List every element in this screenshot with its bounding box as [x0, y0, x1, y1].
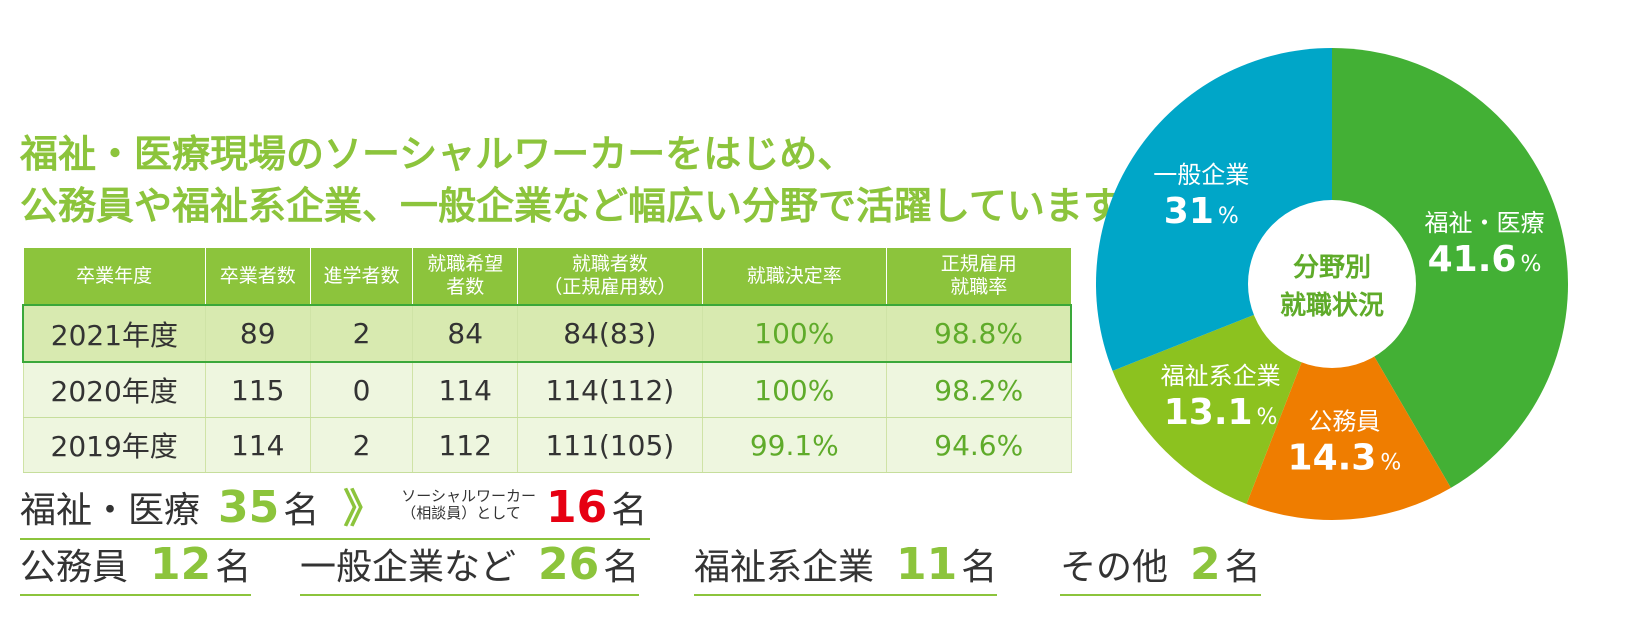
- summary-unit: 名: [961, 547, 998, 588]
- cell-year: 2019年度: [22, 417, 206, 473]
- pie-slice-name-0: 福祉・医療: [1425, 209, 1545, 237]
- cell-job-seekers: 114: [412, 362, 519, 418]
- cell-placement-rate: 100%: [701, 304, 888, 363]
- summary-label: 福祉・医療: [20, 490, 201, 531]
- cell-employed: 84(83): [517, 304, 703, 363]
- pie-slice-name-3: 一般企業: [1153, 161, 1249, 189]
- cell-employed: 111(105): [517, 417, 703, 473]
- headline-line-2: 公務員や福祉系企業、一般企業など幅広い分野で活躍しています。: [20, 184, 1156, 228]
- header-job-seekers: 就職希望 者数: [412, 248, 519, 305]
- table-header-row: 卒業年度 卒業者数 進学者数 就職希望 者数 就職者数 （正規雇用数） 就職決定…: [22, 248, 1072, 305]
- cell-year: 2021年度: [21, 304, 206, 363]
- summary-count: 26: [538, 539, 600, 590]
- summary-label: 福祉系企業: [694, 547, 875, 588]
- summary-count: 11: [896, 539, 958, 590]
- summary-sub-label: ソーシャルワーカー （相談員）として: [401, 487, 536, 522]
- header-employed: 就職者数 （正規雇用数）: [517, 248, 703, 305]
- summary-civil-servant: 公務員 12 名: [20, 538, 252, 596]
- pie-slice-name-1: 公務員: [1308, 408, 1380, 436]
- employment-table: 卒業年度 卒業者数 進学者数 就職希望 者数 就職者数 （正規雇用数） 就職決定…: [21, 248, 1073, 473]
- pie-slice-0: [1332, 48, 1569, 488]
- pie-slice-1: [1246, 284, 1451, 521]
- cell-graduates: 89: [204, 304, 311, 363]
- pie-slice-value-0: 41.6%: [1428, 239, 1542, 280]
- summary-unit: 名: [1224, 547, 1261, 588]
- summary-welfare-medical: 福祉・医療 35 名 》 ソーシャルワーカー （相談員）として 16 名: [20, 476, 650, 540]
- headline: 福祉・医療現場のソーシャルワーカーをはじめ、 公務員や福祉系企業、一般企業など幅…: [20, 128, 1155, 232]
- summary-count: 12: [150, 539, 212, 590]
- cell-further-study: 2: [309, 417, 414, 473]
- pie-center-label-2: 就職状況: [1280, 291, 1384, 321]
- summary-count: 35: [218, 482, 280, 533]
- cell-regular-rate: 98.2%: [886, 362, 1072, 418]
- summary-label: その他: [1060, 547, 1169, 588]
- summary-sub-unit: 名: [611, 490, 648, 531]
- header-placement-rate: 就職決定率: [701, 248, 888, 305]
- summary-other: その他 2 名: [1060, 538, 1261, 596]
- cell-further-study: 0: [309, 362, 414, 418]
- summary-general-company: 一般企業など 26 名: [300, 538, 640, 596]
- header-regular-rate: 正規雇用 就職率: [886, 248, 1072, 305]
- header-further-study: 進学者数: [309, 248, 414, 305]
- pie-center-hole: [1248, 200, 1416, 368]
- table-row: 2020年度 115 0 114 114(112) 100% 98.2%: [22, 362, 1072, 418]
- cell-graduates: 114: [204, 417, 311, 473]
- cell-regular-rate: 94.6%: [886, 417, 1072, 473]
- header-graduates: 卒業者数: [204, 248, 311, 305]
- cell-graduates: 115: [204, 362, 311, 418]
- table-row: 2019年度 114 2 112 111(105) 99.1% 94.6%: [22, 417, 1072, 473]
- cell-employed: 114(112): [517, 362, 703, 418]
- cell-placement-rate: 100%: [701, 362, 888, 418]
- cell-job-seekers: 84: [412, 304, 519, 363]
- double-chevron-right-icon: 》: [343, 486, 384, 532]
- cell-further-study: 2: [309, 304, 414, 363]
- summary-sub-count: 16: [545, 482, 608, 533]
- headline-line-1: 福祉・医療現場のソーシャルワーカーをはじめ、: [20, 132, 856, 176]
- summary-count: 2: [1190, 539, 1221, 590]
- summary-unit: 名: [215, 547, 252, 588]
- summary-unit: 名: [603, 547, 640, 588]
- summary-welfare-company: 福祉系企業 11 名: [694, 538, 998, 596]
- summary-label: 公務員: [20, 547, 129, 588]
- header-graduation-year: 卒業年度: [22, 248, 206, 305]
- pie-slice-name-2: 福祉系企業: [1161, 362, 1281, 390]
- table-row: 2021年度 89 2 84 84(83) 100% 98.8%: [21, 304, 1073, 363]
- cell-job-seekers: 112: [412, 417, 519, 473]
- summary-unit: 名: [283, 490, 320, 531]
- summary-label: 一般企業など: [300, 547, 517, 588]
- cell-placement-rate: 99.1%: [701, 417, 888, 473]
- pie-center-label-1: 分野別: [1293, 253, 1371, 283]
- cell-regular-rate: 98.8%: [886, 304, 1073, 363]
- cell-year: 2020年度: [22, 362, 206, 418]
